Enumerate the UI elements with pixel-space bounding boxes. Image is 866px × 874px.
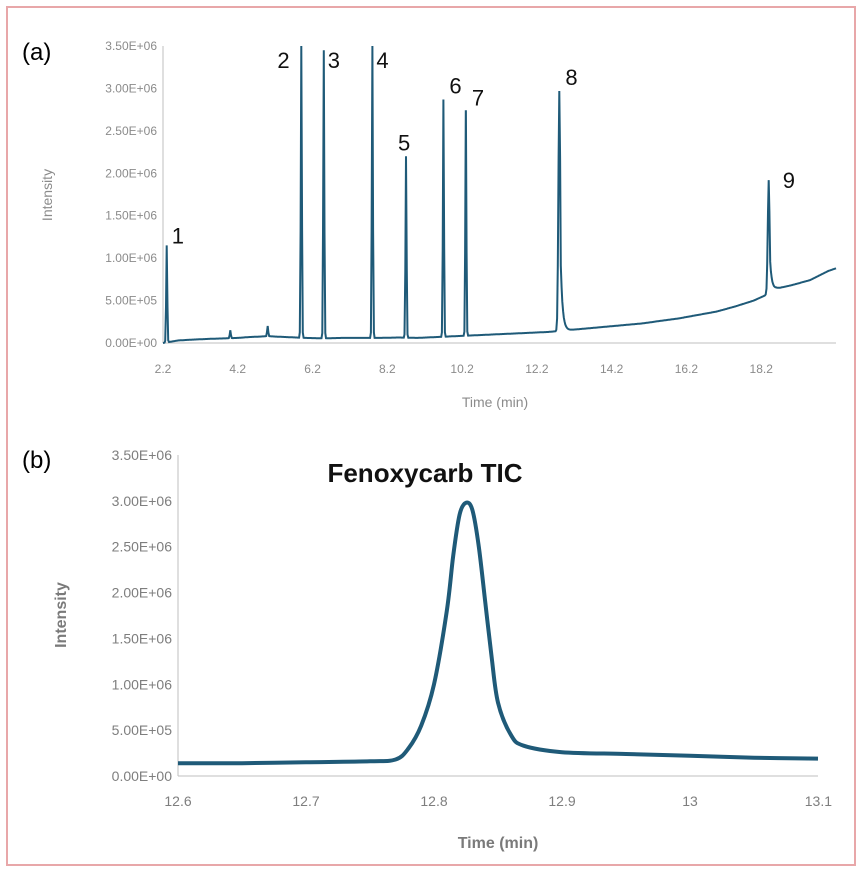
panel-label-b: (b) — [22, 447, 51, 474]
chart-b-y-tick-label: 2.50E+06 — [112, 539, 173, 555]
chart-b-y-tick-label: 1.00E+06 — [112, 676, 173, 692]
chart-b-x-axis-title: Time (min) — [458, 835, 539, 852]
chart-a-ticks: 0.00E+00 5.00E+05 1.00E+06 1.50E+06 2.00E+06… — [105, 39, 773, 376]
chart-b-y-tick-label: 2.00E+06 — [112, 585, 173, 601]
chart-b-y-tick-label: 5.00E+05 — [112, 722, 173, 738]
chart-b-x-tick-label: 12.8 — [420, 793, 447, 809]
chart-b-y-axis-title: Intensity — [53, 582, 70, 648]
chart-b-x-tick-label: 12.7 — [292, 793, 319, 809]
chart-a-y-tick-label: 0.00E+00 — [105, 336, 157, 350]
chart-a-y-tick-label: 5.00E+05 — [105, 294, 157, 308]
chart-b-ticks: 0.00E+00 5.00E+05 1.00E+06 1.50E+06 2.00E+06… — [112, 447, 833, 809]
chart-b-y-tick-label: 3.00E+06 — [112, 493, 173, 509]
chart-a-y-axis-title: Intensity — [39, 169, 55, 221]
chart-b-x-tick-label: 12.9 — [548, 793, 575, 809]
chart-b-title: Fenoxycarb TIC — [327, 458, 522, 488]
chart-a-peak-label: 9 — [783, 168, 795, 193]
chart-a-y-tick-label: 3.00E+06 — [105, 81, 157, 95]
chart-a-x-tick-label: 16.2 — [675, 362, 699, 376]
chart-a-peak-label: 5 — [398, 130, 410, 155]
chart-a-peak-label: 7 — [472, 85, 484, 110]
chart-b-y-tick-label: 3.50E+06 — [112, 447, 173, 463]
chart-a-x-tick-label: 8.2 — [379, 362, 396, 376]
chart-a-peaks: 1 2 3 4 5 6 7 8 9 — [172, 48, 795, 248]
chart-a-y-tick-label: 2.00E+06 — [105, 166, 157, 180]
chart-b: Fenoxycarb TIC 0.00E+00 5.00E+05 1.00E+06 1… — [53, 447, 832, 852]
chart-a-x-tick-label: 4.2 — [229, 362, 246, 376]
chart-a-series-line — [162, 45, 837, 344]
chart-b-y-tick-label: 0.00E+00 — [112, 768, 173, 784]
chart-a-x-tick-label: 6.2 — [304, 362, 321, 376]
chart-a-x-tick-label: 2.2 — [155, 362, 172, 376]
chart-a-peak-label: 4 — [376, 48, 388, 73]
chart-a-x-tick-label: 10.2 — [450, 362, 474, 376]
chart-a-axes — [162, 46, 836, 344]
chart-b-x-tick-label: 12.6 — [164, 793, 191, 809]
chart-a-x-tick-label: 18.2 — [750, 362, 774, 376]
chart-a-peak-label: 8 — [565, 65, 577, 90]
panel-label-a: (a) — [22, 39, 51, 66]
chart-a-y-tick-label: 1.50E+06 — [105, 209, 157, 223]
chart-a: 0.00E+00 5.00E+05 1.00E+06 1.50E+06 2.00E+06… — [39, 39, 837, 410]
chart-a-x-axis-title: Time (min) — [462, 394, 528, 410]
figure-frame — [6, 6, 856, 866]
chart-a-peak-label: 3 — [328, 48, 340, 73]
chart-b-x-tick-label: 13 — [682, 793, 698, 809]
chart-b-series-line — [177, 500, 819, 766]
chart-b-y-tick-label: 1.50E+06 — [112, 630, 173, 646]
chart-a-peak-label: 6 — [449, 73, 461, 98]
chart-a-peak-label: 1 — [172, 223, 184, 248]
chart-a-x-tick-label: 14.2 — [600, 362, 624, 376]
chart-b-x-tick-label: 13.1 — [805, 793, 832, 809]
chart-a-x-tick-label: 12.2 — [525, 362, 549, 376]
chart-a-y-tick-label: 3.50E+06 — [105, 39, 157, 53]
chart-a-y-tick-label: 2.50E+06 — [105, 124, 157, 138]
chart-a-y-tick-label: 1.00E+06 — [105, 251, 157, 265]
chart-a-peak-label: 2 — [277, 48, 289, 73]
chart-b-axes — [177, 455, 818, 777]
